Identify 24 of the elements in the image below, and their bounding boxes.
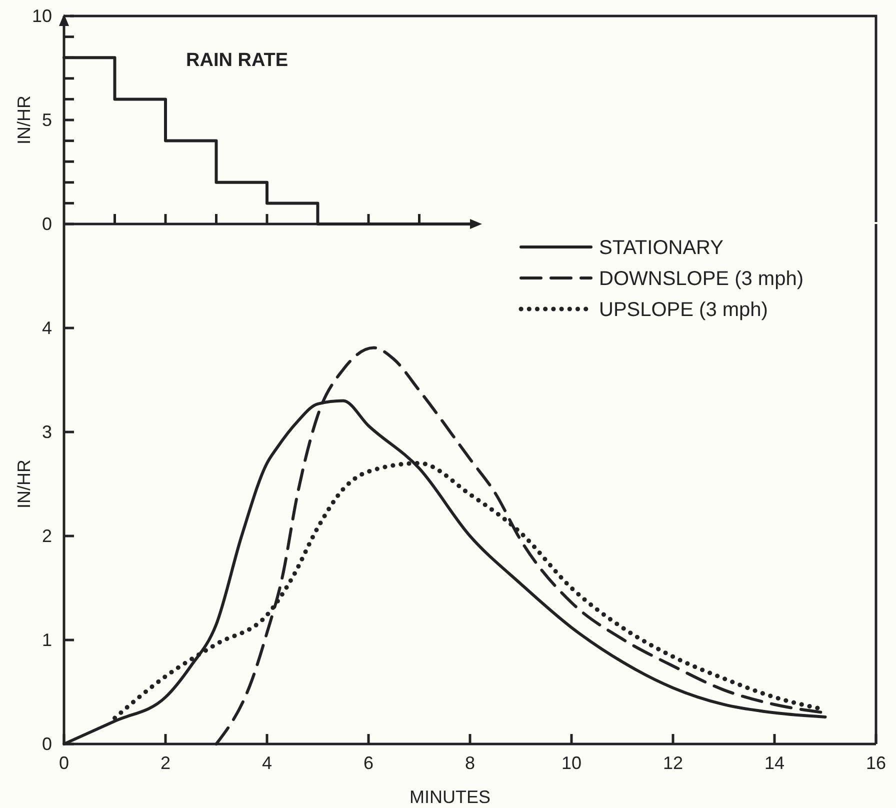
y-tick-label: 0 — [42, 214, 52, 234]
x-tick-label: 2 — [160, 752, 171, 773]
y-tick-label: 5 — [42, 110, 52, 130]
y-tick-label: 3 — [42, 422, 52, 442]
x-tick-label: 8 — [464, 752, 476, 773]
x-tick-label: 10 — [561, 752, 582, 773]
legend-label: DOWNSLOPE (3 mph) — [599, 268, 804, 290]
y-tick-label: 4 — [42, 318, 52, 338]
x-tick-label: 4 — [262, 752, 272, 773]
x-tick-label: 6 — [363, 752, 374, 773]
text: RAIN RATE — [186, 50, 288, 71]
y-tick-label: 0 — [42, 734, 52, 754]
y-axis-title: IN/HR — [14, 460, 34, 508]
x-tick-label: 14 — [764, 752, 785, 773]
y-tick-label: 2 — [42, 526, 52, 546]
legend-label: STATIONARY — [599, 237, 724, 259]
x-tick-label: 16 — [866, 752, 886, 773]
y-axis-title: IN/HR — [14, 96, 34, 144]
y-tick-label: 1 — [42, 630, 52, 650]
legend-label: UPSLOPE (3 mph) — [599, 299, 768, 321]
x-tick-label: 0 — [58, 752, 70, 773]
y-tick-label: 10 — [32, 6, 52, 26]
x-axis-title: MINUTES — [410, 787, 490, 807]
x-tick-label: 12 — [662, 752, 684, 773]
